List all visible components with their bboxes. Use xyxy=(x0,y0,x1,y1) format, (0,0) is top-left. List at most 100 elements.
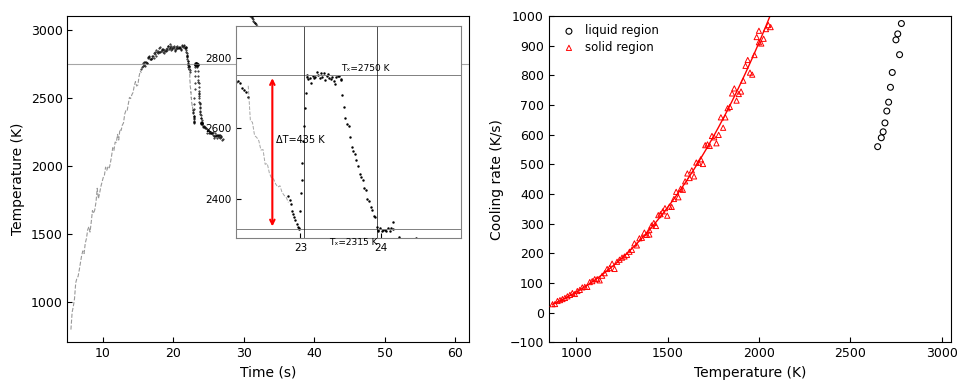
solid region xyxy=(551,297,567,303)
solid region xyxy=(743,72,759,78)
solid region xyxy=(699,141,714,147)
solid region xyxy=(657,205,672,211)
solid region xyxy=(604,260,619,267)
solid region xyxy=(641,227,656,233)
solid region xyxy=(581,279,597,285)
solid region xyxy=(753,40,768,47)
solid region xyxy=(668,189,683,195)
solid region xyxy=(737,63,753,69)
solid region xyxy=(702,143,717,149)
solid region xyxy=(639,232,654,238)
solid region xyxy=(715,125,731,131)
liquid region xyxy=(876,120,891,126)
solid region xyxy=(659,213,674,219)
liquid region xyxy=(880,99,895,105)
solid region xyxy=(634,235,649,241)
solid region xyxy=(705,134,721,140)
solid region xyxy=(766,0,782,5)
solid region xyxy=(578,284,594,290)
solid region xyxy=(631,235,646,241)
solid region xyxy=(733,88,748,95)
liquid region xyxy=(884,69,899,75)
solid region xyxy=(609,258,624,265)
solid region xyxy=(681,175,697,181)
solid region xyxy=(647,223,663,229)
solid region xyxy=(564,290,579,296)
solid region xyxy=(567,291,582,297)
solid region xyxy=(710,132,726,138)
solid region xyxy=(672,186,688,192)
solid region xyxy=(688,160,703,166)
solid region xyxy=(741,70,757,76)
solid region xyxy=(661,203,676,210)
solid region xyxy=(591,277,607,283)
solid region xyxy=(683,167,699,174)
solid region xyxy=(572,287,587,293)
solid region xyxy=(562,292,578,298)
solid region xyxy=(750,39,766,45)
solid region xyxy=(721,104,736,110)
solid region xyxy=(616,253,632,260)
liquid region xyxy=(869,143,885,150)
solid region xyxy=(569,288,584,294)
solid region xyxy=(674,187,690,193)
solid region xyxy=(692,156,707,162)
Y-axis label: Cooling rate (K/s): Cooling rate (K/s) xyxy=(489,119,504,240)
solid region xyxy=(731,91,746,97)
solid region xyxy=(626,240,641,246)
solid region xyxy=(594,273,610,279)
solid region xyxy=(545,301,560,307)
solid region xyxy=(629,242,644,249)
solid region xyxy=(559,293,575,300)
solid region xyxy=(654,208,670,215)
solid region xyxy=(726,85,741,91)
Legend: liquid region, solid region: liquid region, solid region xyxy=(554,22,661,56)
solid region xyxy=(574,284,589,291)
solid region xyxy=(679,170,695,177)
liquid region xyxy=(874,129,890,135)
solid region xyxy=(739,57,755,63)
solid region xyxy=(599,266,614,272)
liquid region xyxy=(888,37,903,43)
solid region xyxy=(724,90,739,97)
solid region xyxy=(712,114,728,120)
solid region xyxy=(690,160,705,166)
solid region xyxy=(748,34,764,40)
liquid region xyxy=(878,108,893,114)
X-axis label: Time (s): Time (s) xyxy=(240,366,297,380)
solid region xyxy=(589,276,605,282)
solid region xyxy=(697,142,712,148)
liquid region xyxy=(890,31,905,37)
solid region xyxy=(641,231,656,238)
solid region xyxy=(717,114,733,120)
solid region xyxy=(755,36,770,42)
solid region xyxy=(586,276,602,282)
liquid region xyxy=(891,52,906,58)
solid region xyxy=(663,204,678,210)
solid region xyxy=(601,265,616,271)
solid region xyxy=(735,77,750,84)
solid region xyxy=(554,296,570,302)
solid region xyxy=(618,252,634,258)
solid region xyxy=(750,28,766,34)
solid region xyxy=(670,194,685,201)
solid region xyxy=(758,26,773,32)
solid region xyxy=(621,249,637,255)
solid region xyxy=(650,212,666,218)
solid region xyxy=(719,105,735,111)
solid region xyxy=(708,140,724,146)
solid region xyxy=(703,133,719,139)
solid region xyxy=(676,178,692,185)
liquid region xyxy=(892,20,908,27)
Y-axis label: Temperature (K): Temperature (K) xyxy=(11,123,25,235)
solid region xyxy=(643,222,659,229)
solid region xyxy=(547,301,562,307)
liquid region xyxy=(873,135,889,141)
solid region xyxy=(556,295,572,301)
solid region xyxy=(728,97,743,104)
solid region xyxy=(584,278,600,284)
solid region xyxy=(607,266,622,272)
solid region xyxy=(695,161,710,167)
solid region xyxy=(611,256,627,263)
solid region xyxy=(760,22,775,28)
